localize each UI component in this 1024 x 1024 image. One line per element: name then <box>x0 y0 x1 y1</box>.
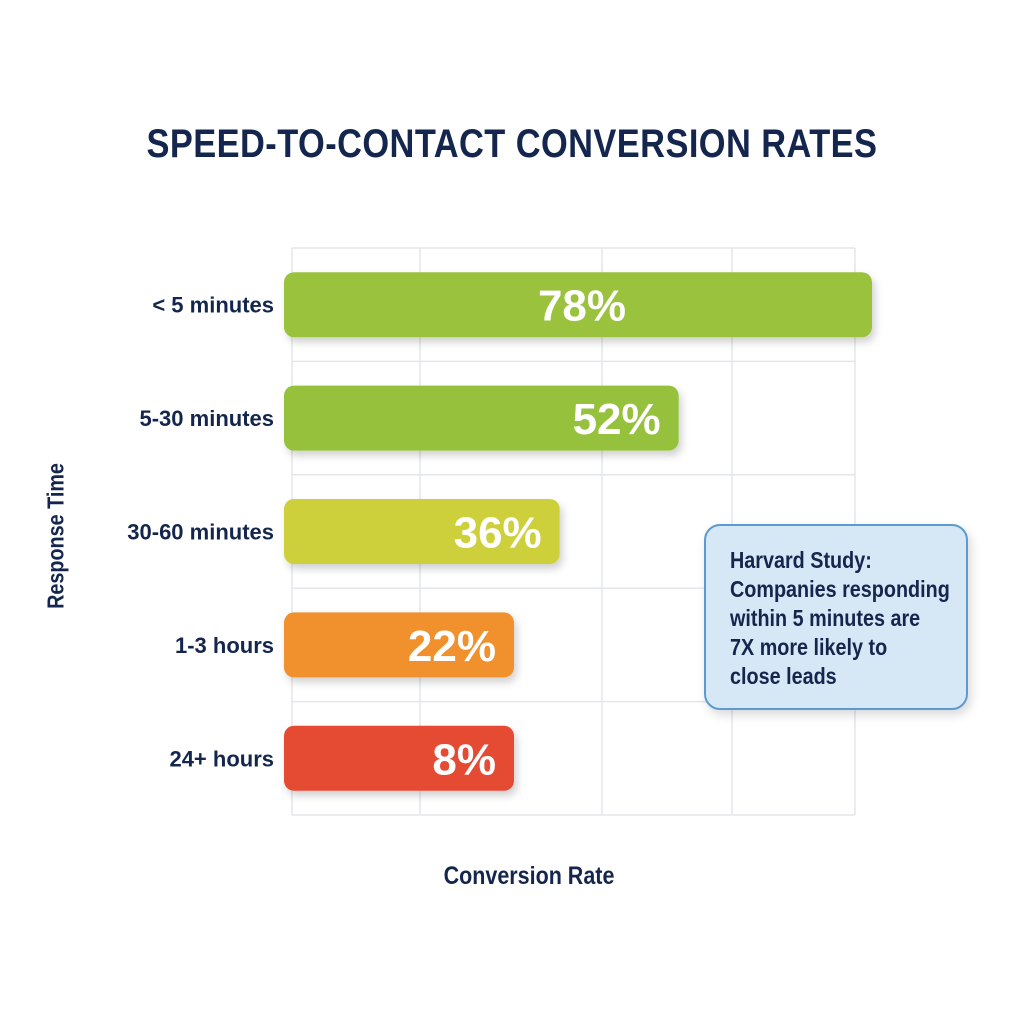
annotation-line: close leads <box>730 663 837 689</box>
bar-value-label: 52% <box>573 395 661 444</box>
bar-value-label: 22% <box>408 622 496 671</box>
category-label: 1-3 hours <box>175 633 274 658</box>
annotation-line: within 5 minutes are <box>730 605 921 631</box>
bar <box>284 385 679 451</box>
annotation-line: 7X more likely to <box>730 634 888 660</box>
bar-value-label: 8% <box>432 735 496 784</box>
category-label: 30-60 minutes <box>127 520 274 545</box>
bar-value-label: 36% <box>454 509 542 558</box>
annotation-line: Harvard Study: <box>730 547 872 573</box>
category-label: < 5 minutes <box>152 293 274 318</box>
bar-value-label: 78% <box>538 282 626 331</box>
annotation-line: Companies responding <box>730 576 950 602</box>
bar <box>284 725 514 791</box>
bar <box>284 612 514 678</box>
category-label: 24+ hours <box>169 746 274 771</box>
x-axis-label: Conversion Rate <box>443 862 615 890</box>
bar <box>284 272 872 338</box>
annotation-box: Harvard Study: Companies responding with… <box>704 524 968 710</box>
category-label: 5-30 minutes <box>140 406 275 431</box>
chart-title: SPEED-TO-CONTACT CONVERSION RATES <box>146 122 878 166</box>
bar <box>284 499 560 564</box>
